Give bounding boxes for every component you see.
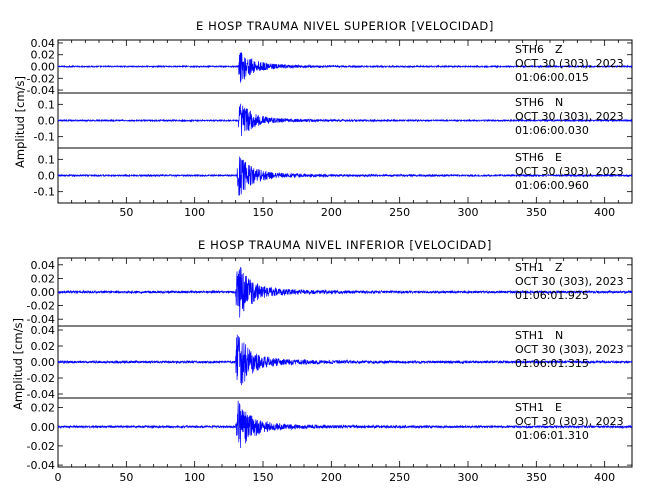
component-label: Z — [555, 43, 563, 56]
date-label: OCT 30 (303), 2023 — [515, 110, 624, 123]
x-tick-label: 100 — [184, 471, 205, 484]
waveform-sth6-n — [57, 103, 633, 137]
waveform-sth6-z — [57, 52, 633, 83]
date-label: OCT 30 (303), 2023 — [515, 343, 624, 356]
time-label: 01:06:00.030 — [515, 124, 589, 137]
waveform-sth1-z — [57, 267, 633, 318]
panel-inferior: E HOSP TRAUMA NIVEL INFERIOR [VELOCIDAD]… — [11, 238, 633, 484]
y-tick-label: 0.02 — [31, 272, 56, 285]
component-label: N — [555, 96, 563, 109]
x-tick-label: 200 — [321, 206, 342, 219]
time-label: 01:06:01.925 — [515, 289, 589, 302]
station-label: STH1 — [515, 329, 544, 342]
y-tick-label: -0.04 — [27, 459, 55, 472]
x-tick-label: 400 — [594, 206, 615, 219]
x-tick-label: 150 — [253, 471, 274, 484]
x-tick-label: 350 — [526, 206, 547, 219]
component-label: E — [555, 151, 562, 164]
date-label: OCT 30 (303), 2023 — [515, 415, 624, 428]
y-tick-label: -0.1 — [34, 131, 55, 144]
component-label: Z — [555, 261, 563, 274]
x-tick-label: 250 — [389, 206, 410, 219]
component-label: N — [555, 329, 563, 342]
y-tick-label: 0.02 — [31, 402, 56, 415]
y-tick-label: 0.04 — [31, 37, 56, 50]
y-tick-label: 0.02 — [31, 49, 56, 62]
waveform-sth1-e — [57, 400, 633, 448]
time-label: 01:06:00.960 — [515, 179, 589, 192]
x-tick-label: 300 — [458, 471, 479, 484]
x-tick-label: 50 — [119, 206, 133, 219]
x-tick-label: 300 — [458, 206, 479, 219]
x-tick-label: 150 — [253, 206, 274, 219]
x-tick-label: 0 — [55, 471, 62, 484]
x-tick-label: 50 — [119, 471, 133, 484]
x-tick-label: 200 — [321, 471, 342, 484]
y-tick-label: 0.0 — [38, 170, 56, 183]
y-tick-label: 0.00 — [31, 286, 56, 299]
time-label: 01:06:01.315 — [515, 357, 589, 370]
y-tick-label: -0.02 — [27, 72, 55, 85]
station-label: STH6 — [515, 43, 544, 56]
y-tick-label: -0.02 — [27, 300, 55, 313]
y-tick-label: -0.04 — [27, 313, 55, 326]
panel-superior: E HOSP TRAUMA NIVEL SUPERIOR [VELOCIDAD]… — [13, 19, 633, 219]
station-label: STH1 — [515, 261, 544, 274]
y-axis-label-inferior: Amplitud [cm/s] — [11, 318, 25, 410]
panel-superior-plot: 50 100 150 200 250 300 350 400-0.04-0.020.000.0… — [27, 37, 633, 219]
y-tick-label: 0.00 — [31, 356, 56, 369]
panel-inferior-plot: 0 50 100 150 200 250 300 350 400-0.04-0.020.000.… — [27, 257, 633, 484]
y-tick-label: 0.02 — [31, 340, 56, 353]
time-label: 01:06:00.015 — [515, 71, 589, 84]
station-label: STH6 — [515, 151, 544, 164]
x-tick-label: 250 — [389, 471, 410, 484]
date-label: OCT 30 (303), 2023 — [515, 165, 624, 178]
date-label: OCT 30 (303), 2023 — [515, 57, 624, 70]
y-tick-label: 0.0 — [38, 115, 56, 128]
panel-title-superior: E HOSP TRAUMA NIVEL SUPERIOR [VELOCIDAD] — [196, 19, 494, 33]
waveform-sth1-n — [57, 334, 633, 386]
y-tick-label: 0.1 — [38, 98, 56, 111]
y-tick-label: 0.04 — [31, 259, 56, 272]
station-label: STH6 — [515, 96, 544, 109]
y-tick-label: 0.00 — [31, 421, 56, 434]
panel-title-inferior: E HOSP TRAUMA NIVEL INFERIOR [VELOCIDAD] — [198, 238, 492, 252]
y-tick-label: 0.04 — [31, 324, 56, 337]
component-label: E — [555, 401, 562, 414]
y-tick-label: -0.02 — [27, 372, 55, 385]
y-tick-label: 0.1 — [38, 153, 56, 166]
y-tick-label: -0.02 — [27, 440, 55, 453]
x-tick-label: 400 — [594, 471, 615, 484]
x-tick-label: 350 — [526, 471, 547, 484]
y-tick-label: -0.04 — [27, 84, 55, 97]
time-label: 01:06:01.310 — [515, 429, 589, 442]
y-tick-label: -0.1 — [34, 186, 55, 199]
x-tick-label: 100 — [184, 206, 205, 219]
waveform-sth6-e — [57, 156, 633, 196]
y-axis-label-superior: Amplitud [cm/s] — [13, 76, 27, 168]
y-tick-label: 0.00 — [31, 61, 56, 74]
date-label: OCT 30 (303), 2023 — [515, 275, 624, 288]
y-tick-label: -0.04 — [27, 388, 55, 401]
station-label: STH1 — [515, 401, 544, 414]
